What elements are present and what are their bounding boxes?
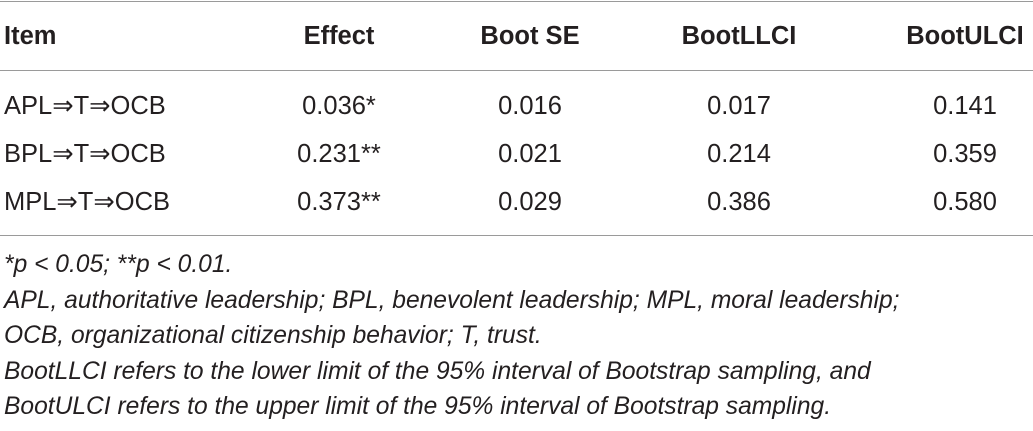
table-header-row: Item Effect Boot SE BootLLCI BootULCI bbox=[0, 14, 1033, 58]
table-bottom-rule bbox=[0, 235, 1033, 236]
cell-bootllci: 0.214 bbox=[707, 140, 771, 168]
cell-bootllci: 0.386 bbox=[707, 188, 771, 216]
header-boot-se: Boot SE bbox=[480, 22, 580, 50]
header-bootulci: BootULCI bbox=[906, 22, 1024, 50]
bootstrap-note: BootLLCI refers to the lower limit of th… bbox=[4, 357, 871, 385]
significance-note: *p < 0.05; **p < 0.01. bbox=[4, 251, 233, 278]
table-row: APL⇒T⇒OCB 0.036* 0.016 0.017 0.141 bbox=[0, 84, 1033, 128]
abbreviation-note: APL, authoritative leadership; BPL, bene… bbox=[4, 286, 900, 314]
abbreviation-note-continued: OCB, organizational citizenship behavior… bbox=[4, 322, 542, 349]
cell-bootllci: 0.017 bbox=[707, 92, 771, 120]
cell-boot-se: 0.029 bbox=[498, 188, 562, 216]
cell-bootulci: 0.359 bbox=[933, 140, 997, 168]
header-effect: Effect bbox=[303, 22, 375, 50]
cell-bootulci: 0.141 bbox=[933, 92, 997, 120]
cell-boot-se: 0.021 bbox=[498, 140, 562, 168]
cell-effect: 0.373** bbox=[297, 188, 381, 216]
table-footnotes: *p < 0.05; **p < 0.01. APL, authoritativ… bbox=[4, 247, 1030, 425]
cell-effect: 0.036* bbox=[302, 92, 376, 120]
cell-effect: 0.231** bbox=[297, 140, 381, 168]
bootstrap-note-continued: BootULCI refers to the upper limit of th… bbox=[4, 393, 832, 420]
cell-boot-se: 0.016 bbox=[498, 92, 562, 120]
table-top-rule bbox=[0, 1, 1033, 2]
table-row: BPL⇒T⇒OCB 0.231** 0.021 0.214 0.359 bbox=[0, 132, 1033, 176]
cell-item: BPL⇒T⇒OCB bbox=[4, 140, 166, 168]
table-header-rule bbox=[0, 70, 1033, 71]
cell-item: APL⇒T⇒OCB bbox=[4, 92, 166, 120]
cell-bootulci: 0.580 bbox=[933, 188, 997, 216]
header-item: Item bbox=[4, 22, 57, 50]
table-row: MPL⇒T⇒OCB 0.373** 0.029 0.386 0.580 bbox=[0, 180, 1033, 224]
header-bootllci: BootLLCI bbox=[681, 22, 797, 50]
cell-item: MPL⇒T⇒OCB bbox=[4, 188, 170, 216]
